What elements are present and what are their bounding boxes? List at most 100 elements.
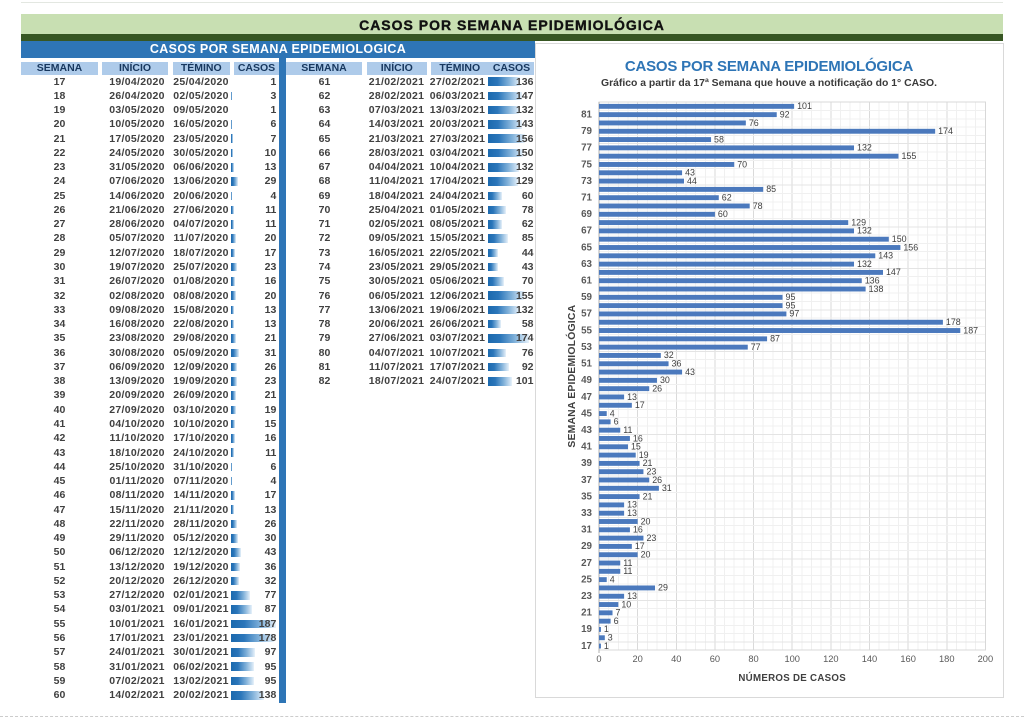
svg-text:1: 1	[604, 624, 609, 634]
svg-text:29: 29	[581, 541, 592, 552]
svg-text:32: 32	[664, 350, 674, 360]
svg-text:155: 155	[901, 150, 916, 160]
svg-text:30: 30	[660, 375, 670, 385]
svg-text:61: 61	[581, 275, 592, 286]
svg-text:95: 95	[786, 292, 796, 302]
svg-text:26: 26	[652, 474, 662, 484]
svg-text:45: 45	[581, 408, 592, 419]
svg-text:35: 35	[581, 491, 592, 502]
svg-text:13: 13	[627, 508, 637, 518]
svg-text:36: 36	[672, 358, 682, 368]
svg-text:16: 16	[633, 524, 643, 534]
svg-text:20: 20	[632, 654, 642, 664]
svg-text:21: 21	[581, 607, 592, 618]
svg-text:160: 160	[900, 654, 916, 664]
svg-text:75: 75	[581, 159, 592, 170]
svg-text:44: 44	[687, 175, 697, 185]
svg-text:11: 11	[623, 566, 632, 576]
svg-text:47: 47	[581, 391, 592, 402]
svg-text:60: 60	[718, 209, 728, 219]
svg-text:23: 23	[646, 466, 656, 476]
svg-text:92: 92	[780, 109, 790, 119]
svg-text:180: 180	[939, 654, 955, 664]
svg-text:97: 97	[789, 308, 799, 318]
svg-text:150: 150	[892, 234, 907, 244]
svg-text:23: 23	[581, 591, 592, 602]
svg-text:4: 4	[610, 408, 615, 418]
svg-text:140: 140	[862, 654, 878, 664]
svg-text:80: 80	[748, 654, 758, 664]
svg-text:21: 21	[643, 491, 653, 501]
svg-text:136: 136	[865, 275, 880, 285]
svg-text:27: 27	[581, 557, 592, 568]
svg-text:0: 0	[596, 654, 601, 664]
svg-text:13: 13	[627, 391, 637, 401]
svg-text:147: 147	[886, 267, 901, 277]
svg-text:40: 40	[671, 654, 681, 664]
svg-text:85: 85	[766, 184, 776, 194]
svg-text:51: 51	[581, 358, 592, 369]
svg-text:132: 132	[857, 258, 872, 268]
svg-text:100: 100	[784, 654, 800, 664]
svg-text:11: 11	[623, 557, 632, 567]
svg-text:132: 132	[857, 142, 872, 152]
svg-text:187: 187	[963, 325, 978, 335]
svg-text:59: 59	[581, 292, 592, 303]
svg-text:31: 31	[662, 483, 672, 493]
svg-text:25: 25	[581, 574, 592, 585]
svg-text:20: 20	[641, 516, 651, 526]
svg-text:81: 81	[581, 109, 592, 120]
svg-text:79: 79	[581, 126, 592, 137]
svg-text:65: 65	[581, 242, 592, 253]
svg-text:41: 41	[581, 441, 592, 452]
svg-text:19: 19	[581, 624, 592, 635]
svg-text:11: 11	[623, 424, 632, 434]
svg-text:13: 13	[627, 591, 637, 601]
svg-text:15: 15	[631, 441, 641, 451]
svg-text:NÚMEROS DE CASOS: NÚMEROS DE CASOS	[738, 672, 846, 684]
svg-text:87: 87	[770, 333, 780, 343]
svg-text:17: 17	[635, 400, 645, 410]
svg-text:174: 174	[938, 126, 953, 136]
svg-text:53: 53	[581, 341, 592, 352]
svg-text:43: 43	[685, 167, 695, 177]
svg-text:26: 26	[652, 383, 662, 393]
svg-text:129: 129	[851, 217, 866, 227]
svg-text:1: 1	[604, 640, 609, 650]
svg-text:132: 132	[857, 225, 872, 235]
svg-text:178: 178	[946, 317, 961, 327]
svg-text:10: 10	[621, 599, 631, 609]
svg-text:57: 57	[581, 308, 592, 319]
svg-text:20: 20	[641, 549, 651, 559]
svg-text:17: 17	[635, 541, 645, 551]
svg-text:17: 17	[581, 640, 592, 651]
svg-text:43: 43	[685, 366, 695, 376]
svg-text:78: 78	[753, 200, 763, 210]
svg-text:120: 120	[823, 654, 839, 664]
svg-text:SEMANA EPIDEMIOLÓGICA: SEMANA EPIDEMIOLÓGICA	[565, 304, 578, 447]
svg-text:62: 62	[722, 192, 732, 202]
svg-text:37: 37	[581, 474, 592, 485]
svg-text:156: 156	[903, 242, 918, 252]
svg-text:7: 7	[616, 607, 621, 617]
svg-text:101: 101	[797, 101, 812, 111]
svg-text:6: 6	[614, 615, 619, 625]
svg-text:21: 21	[643, 458, 653, 468]
svg-text:60: 60	[710, 654, 720, 664]
svg-text:143: 143	[878, 250, 893, 260]
svg-text:67: 67	[581, 225, 592, 236]
svg-text:49: 49	[581, 375, 592, 386]
svg-text:77: 77	[751, 341, 761, 351]
svg-text:58: 58	[714, 134, 724, 144]
svg-text:33: 33	[581, 508, 592, 519]
svg-text:3: 3	[608, 632, 613, 642]
svg-text:16: 16	[633, 433, 643, 443]
svg-text:31: 31	[581, 524, 592, 535]
svg-text:23: 23	[646, 532, 656, 542]
svg-text:95: 95	[786, 300, 796, 310]
svg-text:76: 76	[749, 117, 759, 127]
svg-text:43: 43	[581, 424, 592, 435]
svg-text:71: 71	[581, 192, 592, 203]
svg-text:200: 200	[978, 654, 994, 664]
svg-text:6: 6	[614, 416, 619, 426]
